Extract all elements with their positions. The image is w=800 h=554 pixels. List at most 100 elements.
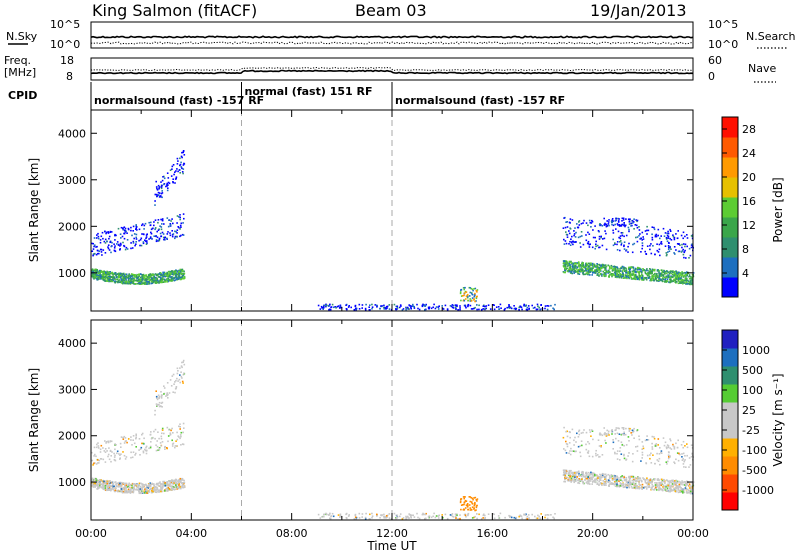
echo-point [155, 180, 157, 183]
echo-point [171, 218, 173, 220]
echo-point [105, 481, 107, 483]
echo-point [600, 476, 602, 479]
echo-point [614, 220, 616, 222]
echo-point [665, 490, 667, 492]
echo-point [153, 430, 155, 433]
echo-point [145, 282, 147, 285]
echo-point [328, 305, 330, 307]
echo-point [659, 272, 662, 275]
echo-point [611, 219, 613, 222]
echo-point [143, 484, 146, 486]
echo-point [633, 483, 635, 485]
echo-point [154, 273, 157, 275]
echo-point [678, 484, 681, 487]
echo-point [664, 280, 667, 282]
echo-point [655, 443, 658, 445]
echo-point [570, 268, 573, 270]
echo-point [649, 457, 651, 460]
echo-point [176, 377, 178, 380]
echo-point [156, 484, 159, 486]
echo-point [655, 280, 658, 282]
echo-point [681, 279, 684, 282]
echo-point [565, 233, 568, 236]
echo-point [355, 308, 357, 311]
echo-point [113, 276, 115, 278]
echo-point [626, 486, 628, 489]
echo-point [619, 477, 621, 479]
echo-point [595, 477, 598, 480]
echo-point [596, 265, 599, 268]
echo-point [125, 230, 127, 233]
echo-point [167, 489, 169, 492]
echo-point [94, 462, 96, 464]
echo-point [673, 481, 676, 484]
echo-point [146, 276, 149, 278]
echo-point [154, 219, 157, 221]
echo-point [156, 195, 158, 197]
echo-point [100, 235, 103, 238]
echo-point [611, 275, 613, 278]
echo-point [99, 269, 101, 272]
echo-point [178, 425, 180, 428]
echo-point [587, 268, 589, 270]
echo-point [160, 437, 163, 440]
echo-point [569, 228, 572, 230]
echo-point [141, 223, 144, 225]
echo-point [339, 306, 342, 309]
echo-point [183, 372, 185, 375]
echo-point [629, 480, 631, 483]
echo-point [485, 305, 488, 307]
echo-point [600, 235, 602, 238]
echo-point [151, 276, 153, 279]
echo-point [572, 264, 575, 267]
echo-point [108, 447, 110, 449]
echo-point [669, 245, 671, 248]
echo-point [623, 245, 625, 248]
echo-point [612, 475, 615, 477]
echo-point [646, 268, 648, 270]
power-colorbar-label: Power [dB] [771, 177, 785, 242]
echo-point [396, 308, 398, 310]
echo-point [571, 475, 574, 477]
echo-point [160, 281, 162, 284]
echo-point [143, 281, 145, 283]
echo-point [417, 307, 419, 310]
echo-point [92, 276, 95, 279]
echo-point [637, 487, 639, 489]
echo-point [677, 485, 680, 488]
echo-point [596, 479, 599, 482]
echo-point [630, 482, 632, 485]
echo-point [620, 267, 623, 270]
echo-point [116, 243, 118, 245]
echo-point [665, 238, 668, 240]
echo-point [641, 242, 644, 244]
echo-point [139, 454, 141, 456]
echo-point [622, 486, 625, 489]
echo-point [588, 475, 591, 477]
echo-point [589, 271, 592, 273]
echo-point [613, 477, 616, 479]
echo-point [109, 278, 112, 281]
echo-point [142, 233, 145, 235]
echo-point [685, 483, 687, 485]
echo-point [676, 274, 679, 277]
echo-point [170, 489, 172, 491]
echo-point [104, 480, 106, 482]
echo-point [175, 484, 177, 486]
echo-point [427, 306, 430, 309]
echo-point [586, 480, 589, 483]
echo-point [104, 448, 107, 450]
echo-point [174, 270, 176, 272]
echo-point [604, 230, 606, 232]
echo-point [167, 397, 169, 399]
echo-point [120, 244, 122, 246]
echo-point [689, 489, 692, 491]
echo-point [590, 269, 592, 271]
echo-point [141, 483, 143, 485]
echo-point [683, 251, 685, 253]
echo-point [135, 446, 137, 448]
echo-point [107, 244, 110, 246]
echo-point [120, 483, 123, 486]
echo-point [662, 489, 664, 492]
echo-point [182, 222, 184, 224]
